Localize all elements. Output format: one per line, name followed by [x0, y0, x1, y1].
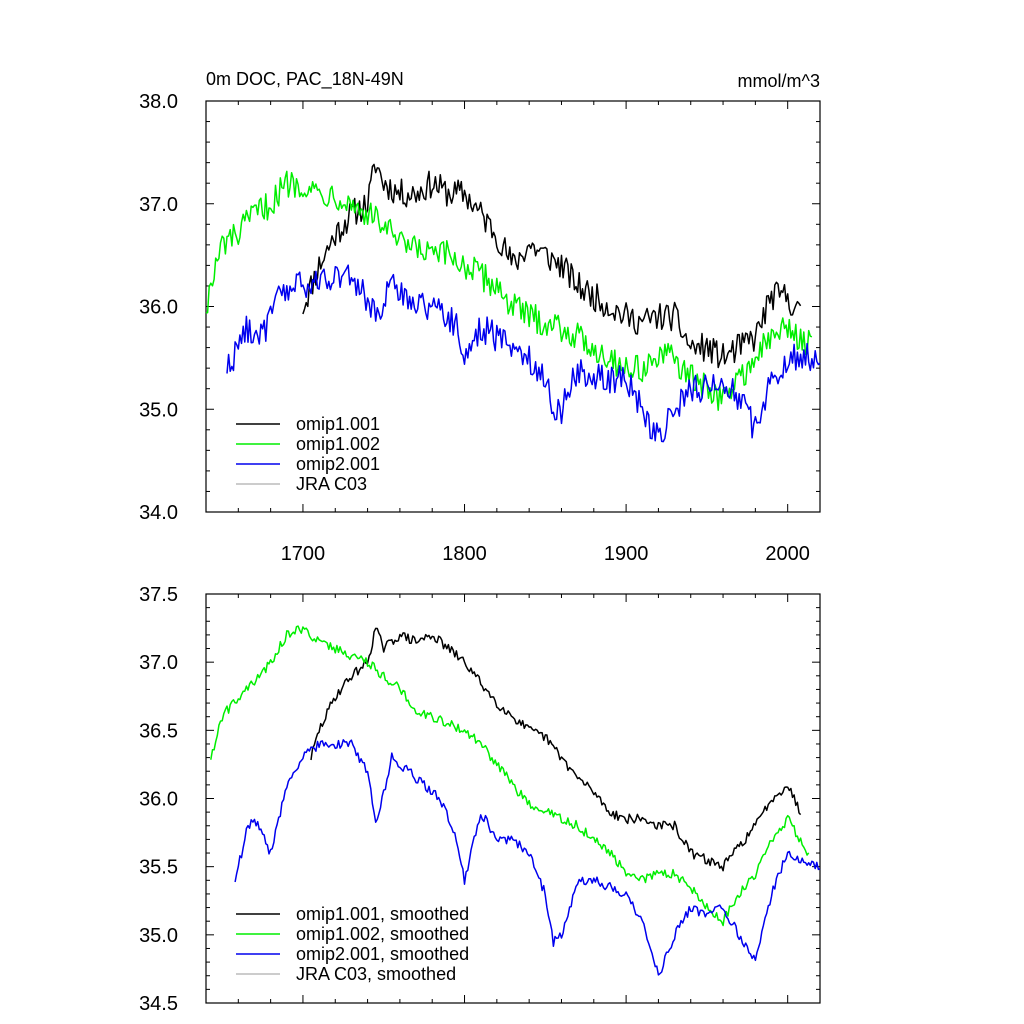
units-label: mmol/m^3: [738, 71, 820, 91]
legend-label: JRA C03, smoothed: [296, 964, 456, 984]
series-line-0: [302, 163, 802, 369]
y-tick-label: 35.5: [139, 857, 178, 879]
y-tick-label: 37.0: [139, 194, 178, 216]
y-tick-label: 37.0: [139, 652, 178, 674]
y-tick-label: 34.0: [139, 502, 178, 524]
series-line-0: [310, 627, 802, 872]
series-line-1: [210, 625, 810, 927]
legend-label: omip1.001: [296, 414, 380, 434]
bottom-panel: 34.5 35.0 35.5 36.0 36.5 37.0 37.5 omip1.001, s…: [139, 584, 821, 1015]
legend-label: omip2.001, smoothed: [296, 944, 469, 964]
y-tick-label: 35.0: [139, 925, 178, 947]
y-tick-label: 36.0: [139, 789, 178, 811]
legend-label: omip1.002, smoothed: [296, 924, 469, 944]
y-tick-label: 38.0: [139, 91, 178, 113]
series-line-1: [205, 170, 813, 411]
y-tick-label: 36.5: [139, 720, 178, 742]
y-tick-label: 35.0: [139, 399, 178, 421]
x-tick-label: 1700: [281, 543, 326, 565]
series-line-2: [226, 264, 821, 443]
legend-label: JRA C03: [296, 474, 367, 494]
panel-title: 0m DOC, PAC_18N-49N: [206, 69, 404, 90]
x-tick-label: 1800: [442, 543, 487, 565]
legend-label: omip1.001, smoothed: [296, 904, 469, 924]
legend-label: omip2.001: [296, 454, 380, 474]
y-tick-label: 36.0: [139, 297, 178, 319]
top-panel: 0m DOC, PAC_18N-49N mmol/m^3 1700 1800 190…: [139, 69, 821, 565]
x-tick-label: 1900: [604, 543, 649, 565]
legend-label: omip1.002: [296, 434, 380, 454]
y-tick-label: 37.5: [139, 584, 178, 606]
y-tick-label: 34.5: [139, 993, 178, 1015]
series-line-2: [234, 739, 821, 976]
x-tick-label: 2000: [765, 543, 810, 565]
